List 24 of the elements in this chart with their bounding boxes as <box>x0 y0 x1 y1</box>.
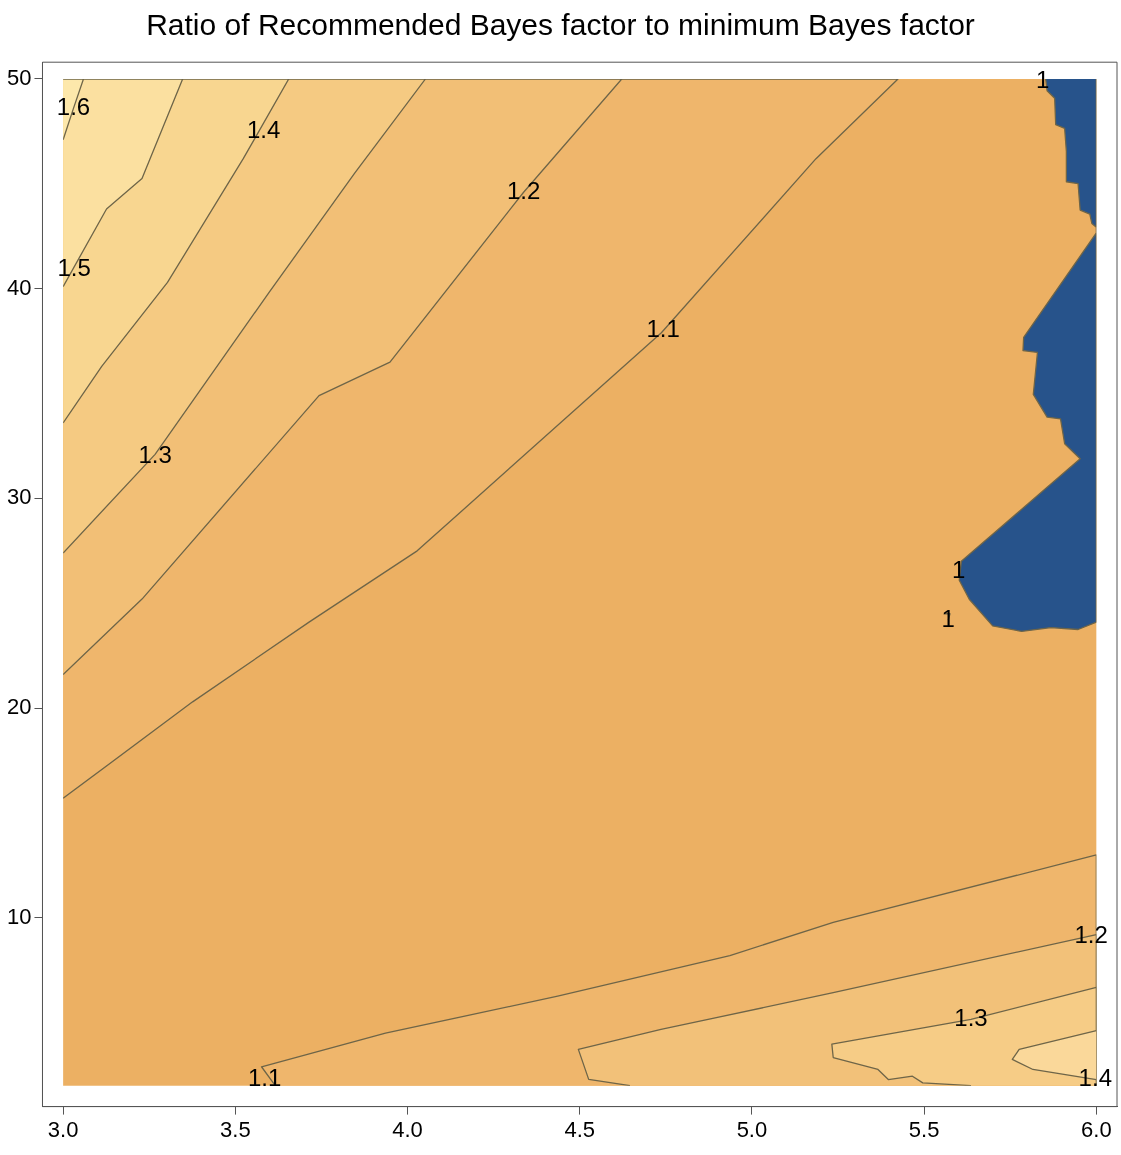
annotation: 1.6 <box>56 92 91 120</box>
y-tick-label: 20 <box>6 694 32 720</box>
x-tick-label: 5.5 <box>908 1116 940 1142</box>
annotation: 1.4 <box>1078 1063 1112 1091</box>
annotation: 1.4 <box>246 116 281 144</box>
x-tick-label: 6.0 <box>1081 1116 1112 1142</box>
y-tick-label: 30 <box>6 484 32 510</box>
annotation: 1.1 <box>646 315 680 343</box>
x-tick-label: 4.0 <box>392 1116 423 1142</box>
x-tick-label: 4.5 <box>564 1116 596 1142</box>
annotation: 1.5 <box>57 254 91 282</box>
x-tick-label: 3.0 <box>47 1116 79 1142</box>
y-tick-label: 10 <box>6 903 32 929</box>
annotation: 1.3 <box>954 1003 988 1031</box>
x-tick-label: 5.0 <box>736 1116 768 1142</box>
annotation: 1 <box>941 604 955 632</box>
chart-title: Ratio of Recommended Bayes factor to minimum Bayes factor <box>145 7 976 43</box>
annotation: 1.1 <box>247 1063 282 1091</box>
annotation: 1.3 <box>138 441 172 469</box>
y-tick-label: 50 <box>6 65 32 91</box>
x-tick-label: 3.5 <box>220 1116 251 1142</box>
annotation: 1 <box>1035 65 1050 93</box>
y-tick-label: 40 <box>6 274 32 300</box>
annotation: 1.2 <box>506 176 541 204</box>
